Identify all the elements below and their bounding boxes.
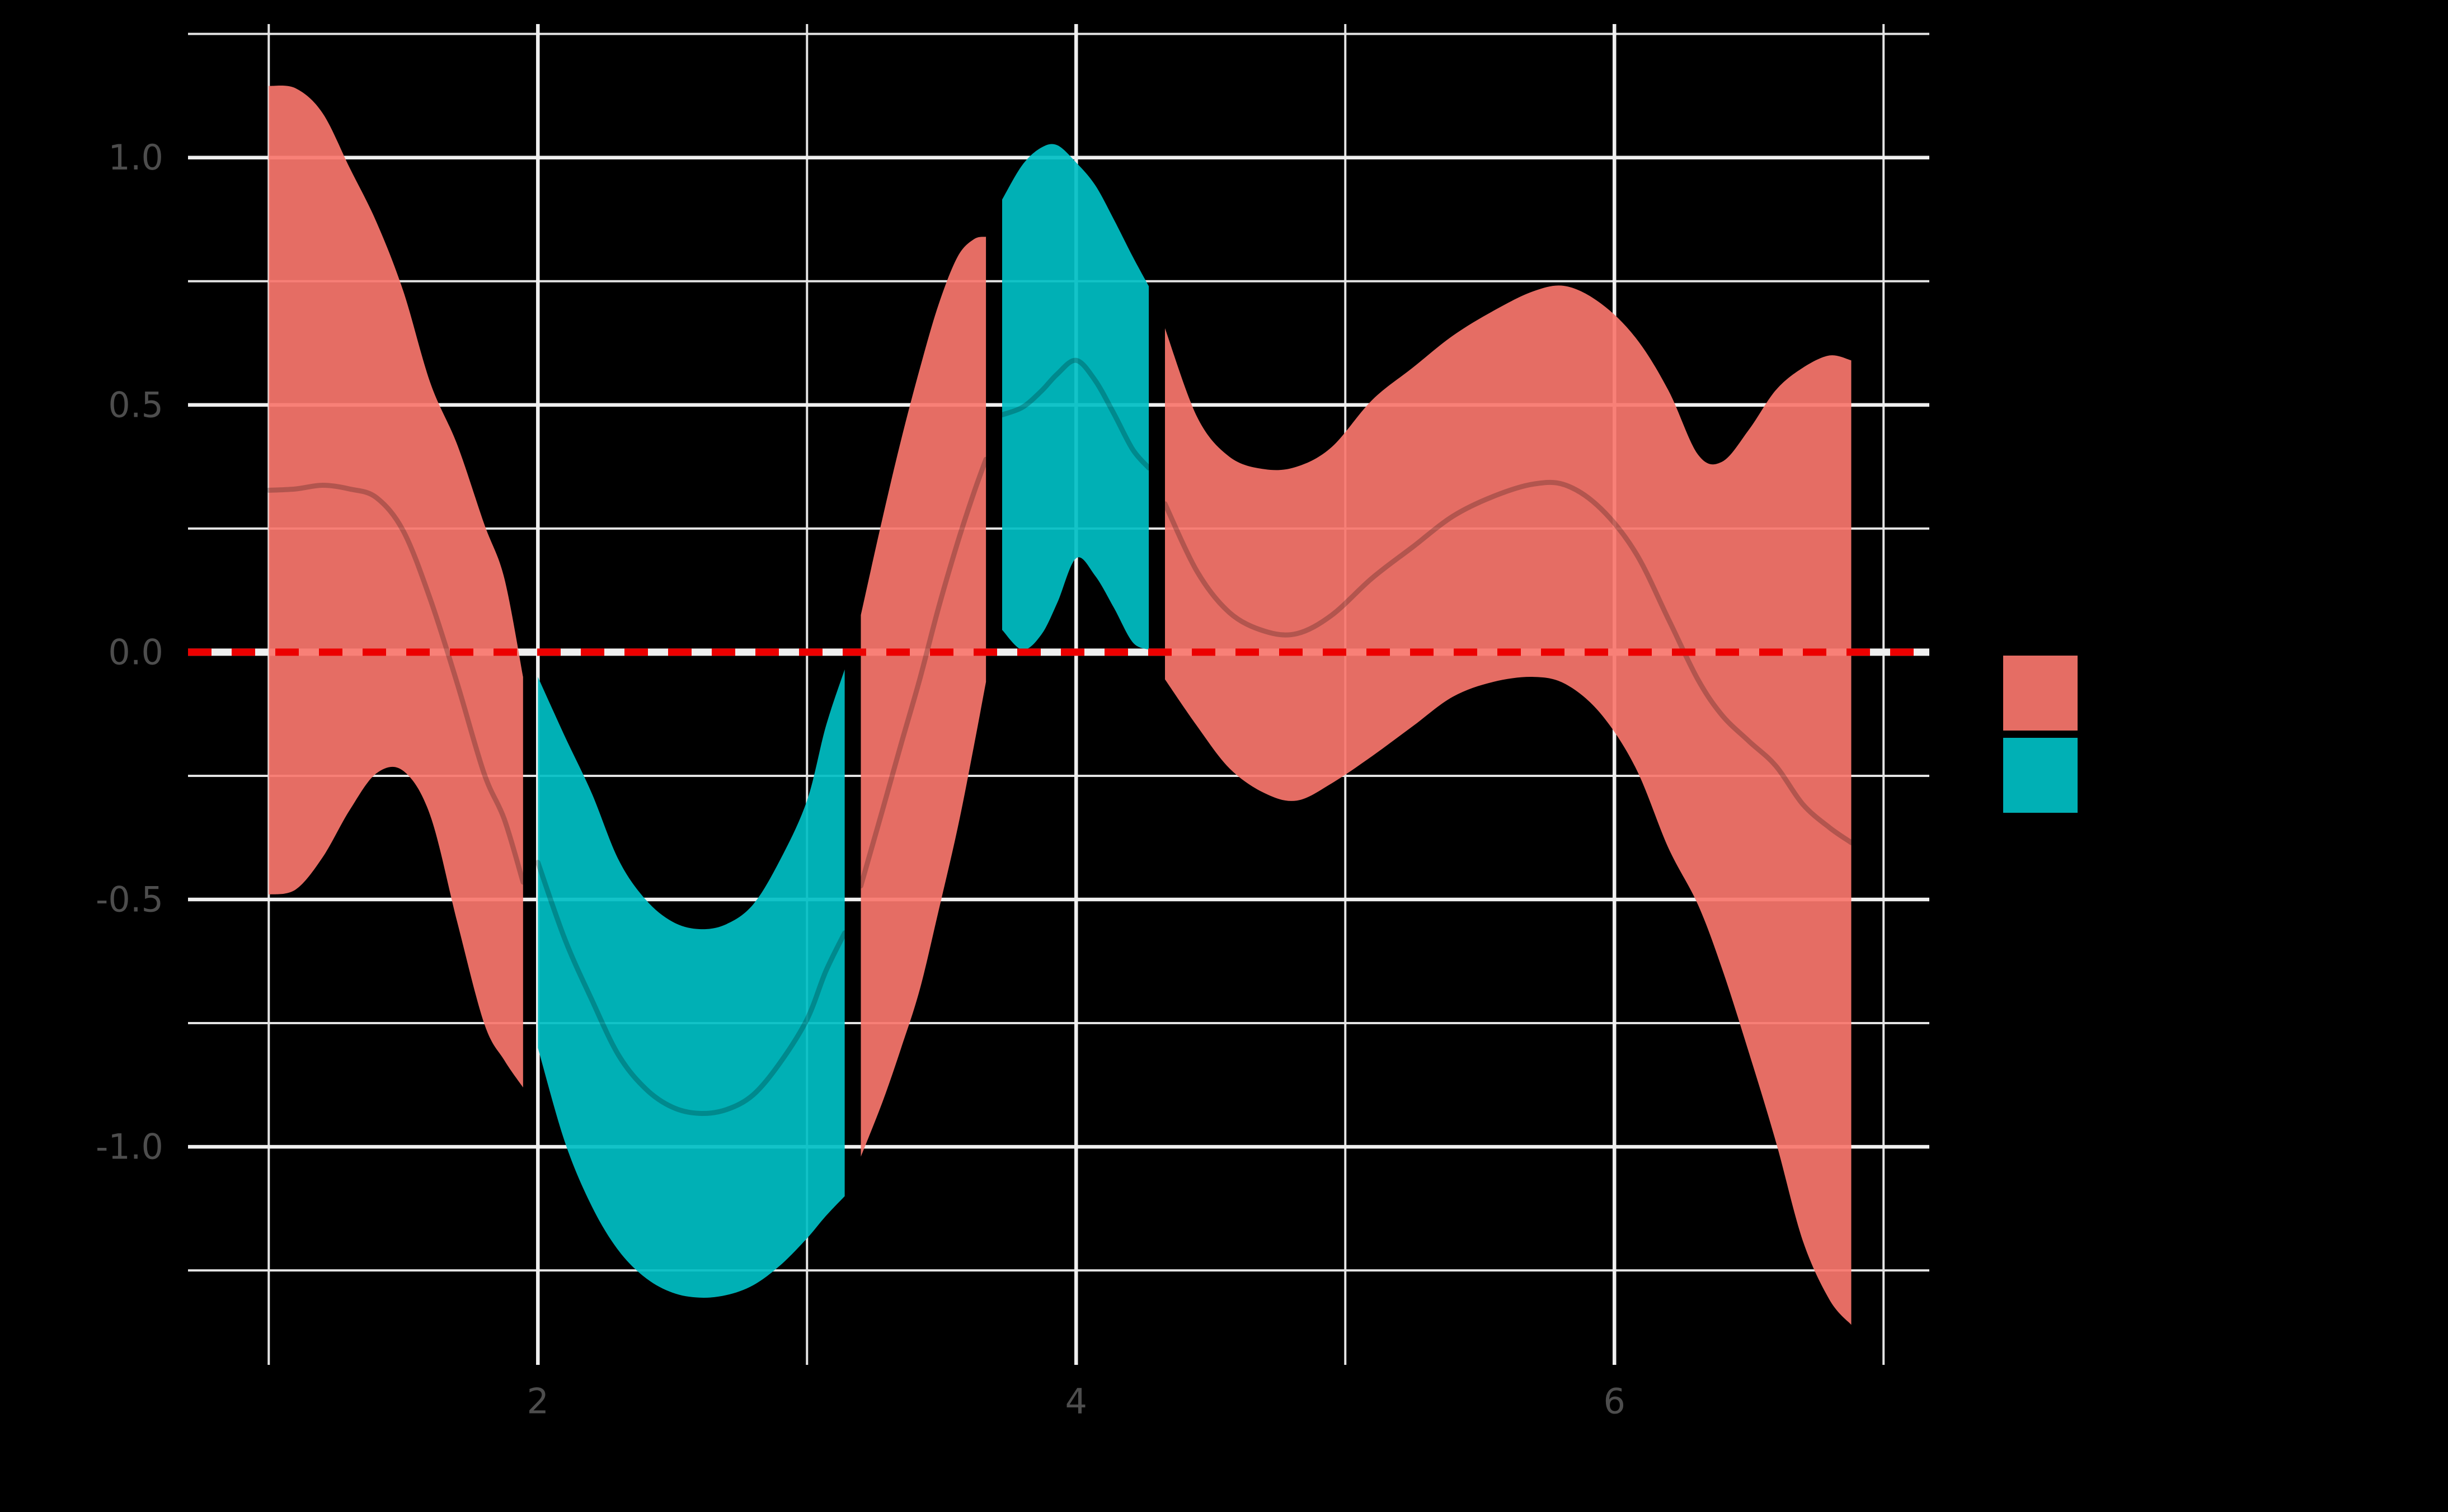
fit-line-segment	[266, 482, 526, 885]
fit-line-segment	[858, 456, 989, 889]
fit-line-segment	[1162, 479, 1854, 845]
y-axis-tick-label: 1.0	[108, 137, 163, 178]
fit-line-segment	[535, 860, 848, 1117]
ribbon-segment-teal	[538, 669, 845, 1298]
fit-line-segment	[999, 357, 1152, 470]
x-axis-tick-label: 2	[527, 1381, 549, 1422]
ribbon-segment-teal	[1002, 144, 1149, 650]
y-axis-tick-label: -0.5	[96, 879, 163, 920]
legend-key-teal	[2003, 738, 2078, 813]
y-axis-tick-label: 0.5	[108, 384, 163, 425]
x-axis-tick-label: 6	[1604, 1381, 1625, 1422]
ribbon-segment-salmon	[1164, 285, 1852, 1325]
ribbon-segment-salmon	[861, 237, 986, 1157]
y-axis-tick-label: 0.0	[108, 632, 163, 672]
axis-tick-labels: 1.0 0.5 0.0 -0.5 -1.0 2 4 6	[96, 137, 1625, 1421]
ribbon-segments	[266, 85, 1854, 1325]
legend-key-salmon	[2003, 656, 2078, 731]
y-axis-tick-label: -1.0	[96, 1127, 163, 1167]
ribbon-segment-salmon	[269, 85, 523, 1087]
legend	[2003, 656, 2078, 813]
x-axis-tick-label: 4	[1065, 1381, 1087, 1422]
